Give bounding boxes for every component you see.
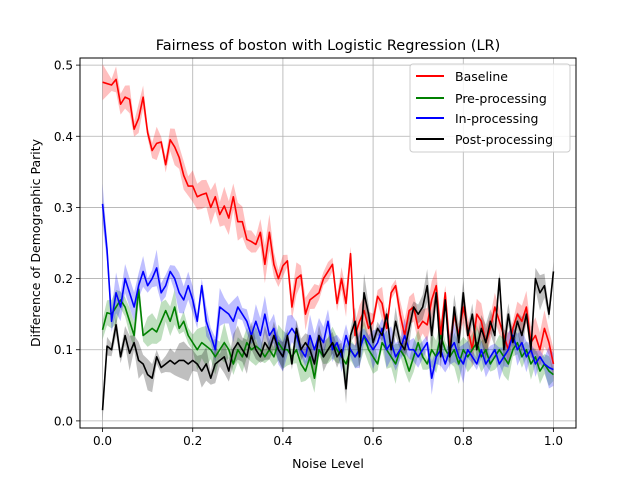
legend-label-pre-processing: Pre-processing	[455, 91, 547, 106]
x-tick-label: 0.4	[273, 434, 292, 448]
plot-frame	[79, 57, 577, 429]
x-tick-label: 0.0	[93, 434, 112, 448]
legend-label-baseline: Baseline	[455, 69, 508, 84]
x-tick-label: 0.6	[364, 434, 383, 448]
legend: Baseline Pre-processing In-processing Po…	[409, 63, 571, 153]
y-axis-label: Difference of Demographic Parity	[28, 138, 43, 347]
y-tick-label: 0.1	[54, 343, 73, 357]
legend-label-post-processing: Post-processing	[455, 132, 553, 147]
series-line-baseline	[102, 78, 555, 365]
chart-title: Fairness of boston with Logistic Regress…	[156, 38, 501, 54]
x-axis-label: Noise Level	[292, 456, 364, 471]
x-tick-label: 0.2	[183, 434, 202, 448]
band-in-processing	[102, 183, 554, 395]
band-post-processing	[102, 261, 554, 422]
y-tick-label: 0.0	[54, 414, 73, 428]
series-lines	[101, 78, 555, 411]
y-tick-label: 0.5	[54, 59, 73, 73]
y-tick-label: 0.2	[54, 272, 73, 286]
y-tick-label: 0.4	[54, 130, 73, 144]
series-line-in-processing	[101, 203, 554, 379]
y-tick-label: 0.3	[54, 201, 73, 215]
legend-box	[409, 63, 571, 153]
axis-ticks: 0.0 0.2 0.4 0.6 0.8 1.0 0.0 0.1 0.2 0.3 0.4 0.5	[54, 59, 563, 448]
x-tick-label: 0.8	[454, 434, 473, 448]
series-line-post-processing	[101, 271, 555, 411]
x-tick-label: 1.0	[544, 434, 563, 448]
legend-label-in-processing: In-processing	[455, 111, 538, 126]
